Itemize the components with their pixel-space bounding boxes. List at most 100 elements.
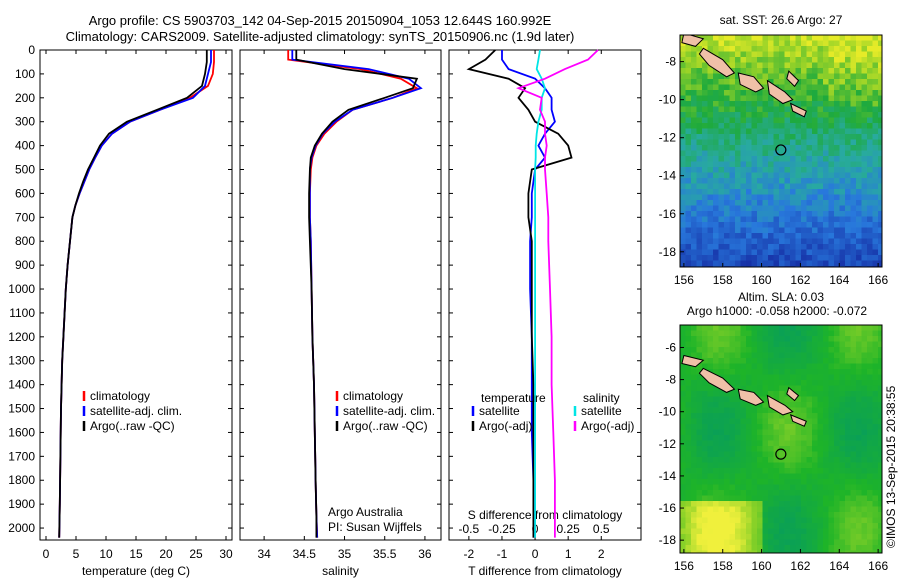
map-cell <box>685 413 692 419</box>
map-cell <box>872 451 879 458</box>
map-cell <box>784 539 791 546</box>
map-cell <box>784 106 791 113</box>
map-cell <box>828 325 835 331</box>
legend-label: Argo(..raw -QC) <box>343 419 428 433</box>
map-cell <box>746 347 752 353</box>
map-cell <box>718 435 725 441</box>
map-cell <box>790 200 796 206</box>
map-cell <box>861 46 868 52</box>
map-cell <box>867 255 873 261</box>
map-cell <box>861 150 868 157</box>
map-cell <box>801 473 807 480</box>
map-cell <box>839 79 846 85</box>
map-cell <box>729 380 736 386</box>
map-cell <box>773 167 780 173</box>
map-cell <box>812 62 818 69</box>
map-cell <box>746 194 752 201</box>
map-cell <box>823 407 829 414</box>
map-cell <box>839 73 846 80</box>
map-cell <box>718 479 725 485</box>
map-cell <box>872 446 879 452</box>
map-cell <box>696 134 703 140</box>
map-cell <box>839 150 846 157</box>
map-cell <box>735 512 741 518</box>
map-cell <box>718 205 725 212</box>
map-cell <box>801 550 807 553</box>
map-cell <box>872 528 879 535</box>
map-cell <box>724 95 730 102</box>
map-cell <box>872 233 879 239</box>
map-cell <box>751 407 758 414</box>
map-cell <box>839 249 846 256</box>
map-cell <box>834 227 840 234</box>
map-cell <box>856 167 862 173</box>
map-cell <box>806 336 813 342</box>
map-cell <box>724 260 730 267</box>
map-cell <box>729 205 736 212</box>
map-cell <box>828 51 835 58</box>
map-cell <box>751 506 758 513</box>
map-cell <box>872 145 879 151</box>
map-cell <box>713 222 719 228</box>
map-cell <box>751 172 758 179</box>
map-cell <box>812 117 818 124</box>
map-cell <box>757 473 763 480</box>
map-cell <box>696 112 703 118</box>
map-cell <box>812 352 818 359</box>
map-cell <box>784 112 791 118</box>
map-cell <box>867 380 873 386</box>
map-cell <box>718 528 725 535</box>
map-cell <box>713 534 719 540</box>
map-cell <box>834 139 840 146</box>
map-cell <box>834 396 840 403</box>
map-cell <box>746 462 752 469</box>
map-cell <box>696 227 703 234</box>
map-cell <box>856 128 862 135</box>
map-cell <box>861 194 868 201</box>
map-cell <box>790 528 796 535</box>
map-cell <box>817 534 824 540</box>
map-cell <box>729 227 736 234</box>
map-cell <box>735 183 741 190</box>
map-cell <box>790 550 796 553</box>
map-cell <box>707 363 714 370</box>
map-cell <box>878 200 882 206</box>
map-y-tick-label: -16 <box>659 207 677 221</box>
map-cell <box>740 189 747 195</box>
map-cell <box>768 479 774 485</box>
map-cell <box>823 534 829 540</box>
map-cell <box>850 347 857 353</box>
map-cell <box>757 413 763 419</box>
map-cell <box>845 528 851 535</box>
map-cell <box>784 101 791 107</box>
map-y-tick-label: -18 <box>659 533 677 547</box>
map-cell <box>872 517 879 524</box>
map-cell <box>812 156 818 162</box>
map-cell <box>828 227 835 234</box>
map-cell <box>817 123 824 129</box>
map-cell <box>740 501 747 507</box>
map-cell <box>779 341 785 348</box>
map-cell <box>795 84 802 91</box>
map-cell <box>878 407 882 414</box>
map-cell <box>751 167 758 173</box>
map-cell <box>806 484 813 491</box>
map-cell <box>707 506 714 513</box>
depth-tick-label: 1000 <box>8 282 35 296</box>
map-cell <box>861 123 868 129</box>
map-cell <box>740 358 747 364</box>
map-cell <box>817 363 824 370</box>
map-cell <box>762 490 769 496</box>
map-cell <box>861 255 868 261</box>
map-cell <box>850 495 857 502</box>
map-cell <box>861 391 868 397</box>
map-cell <box>817 260 824 267</box>
map-cell <box>773 501 780 507</box>
map-cell <box>812 183 818 190</box>
map-cell <box>795 73 802 80</box>
map-cell <box>713 79 719 85</box>
map-cell <box>850 369 857 375</box>
map-cell <box>817 440 824 447</box>
map-cell <box>812 40 818 47</box>
map-cell <box>680 369 686 375</box>
